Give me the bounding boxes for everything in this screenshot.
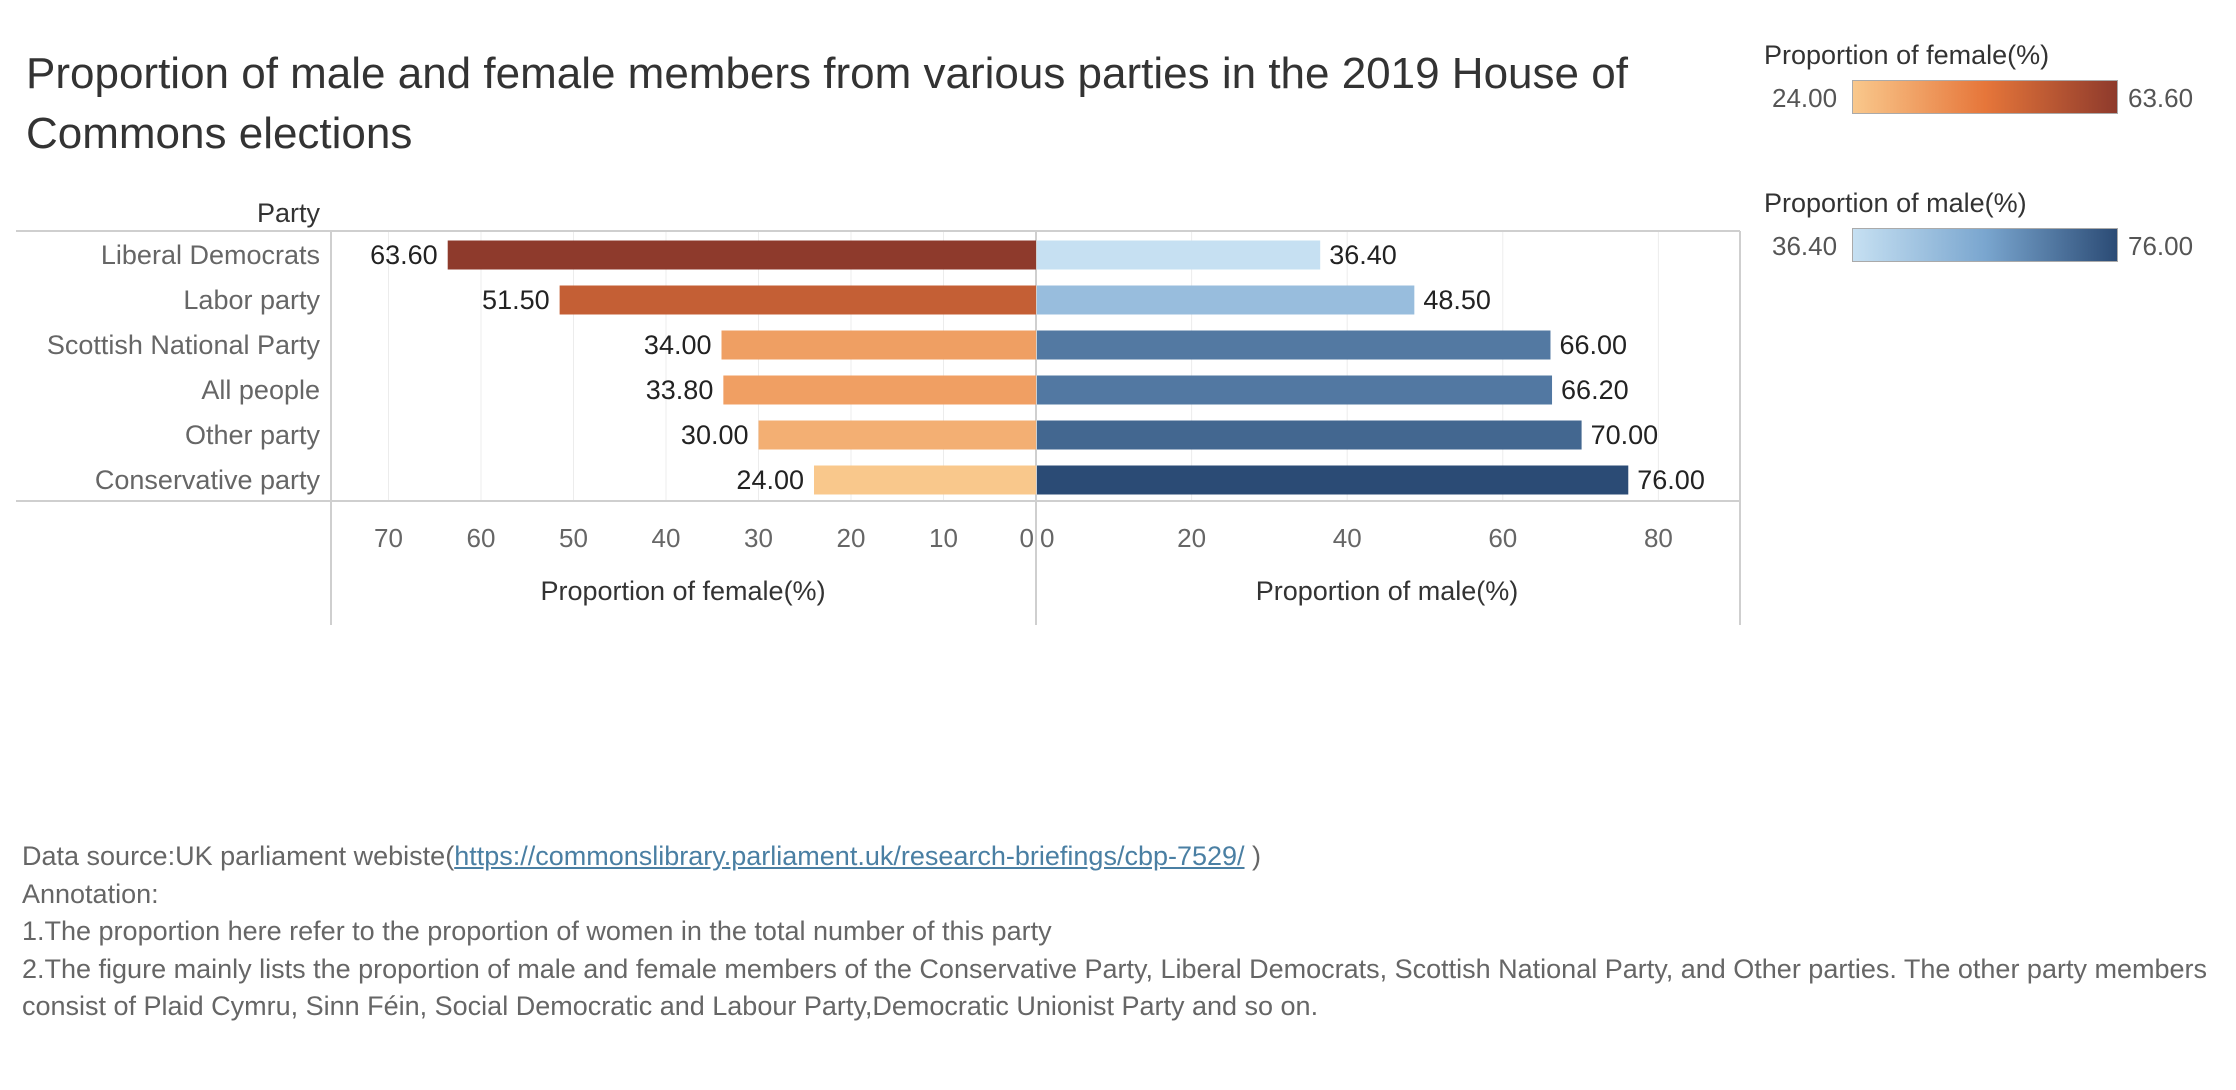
female-value-label: 30.00: [681, 420, 749, 450]
female-legend-max: 63.60: [2128, 83, 2194, 113]
male-value-label: 70.00: [1591, 420, 1659, 450]
male-legend-min: 36.40: [1772, 231, 1838, 261]
male-bar: [1037, 240, 1321, 270]
annotation-note-1: 1.The proportion here refer to the propo…: [22, 916, 1052, 946]
female-bar: [559, 285, 1036, 315]
male-tick-label: 40: [1333, 523, 1362, 553]
male-value-label: 76.00: [1637, 465, 1705, 495]
footer-notes: Data source:UK parliament webiste(https:…: [22, 838, 2212, 1026]
female-legend-min: 24.00: [1772, 83, 1838, 113]
female-bar: [758, 420, 1036, 450]
male-value-label: 36.40: [1329, 240, 1397, 270]
female-value-label: 33.80: [646, 375, 714, 405]
male-tick-label: 20: [1177, 523, 1206, 553]
male-tick-label: 80: [1644, 523, 1673, 553]
female-tick-label: 40: [652, 523, 681, 553]
data-source-line: Data source:UK parliament webiste(https:…: [22, 838, 2212, 876]
axis-tick-labels: 0 10 20 30 40 50 60 70 0 20 40 60 80: [374, 523, 1673, 553]
source-link[interactable]: https://commonslibrary.parliament.uk/res…: [454, 841, 1245, 871]
male-bar: [1037, 420, 1582, 450]
category-labels: Liberal Democrats Labor party Scottish Nat…: [47, 240, 321, 495]
male-color-ramp: [1852, 228, 2118, 262]
male-bar: [1037, 285, 1415, 315]
annotation-note-2: 2.The figure mainly lists the proportion…: [22, 953, 2207, 1022]
category-label: Conservative party: [95, 465, 321, 495]
category-label: Labor party: [183, 285, 320, 315]
male-bars: [1037, 240, 1629, 495]
female-bar: [721, 330, 1036, 360]
female-bar: [814, 465, 1036, 495]
female-value-label: 34.00: [644, 330, 712, 360]
female-value-label: 24.00: [736, 465, 804, 495]
female-tick-label: 0: [1020, 523, 1034, 553]
female-value-label: 51.50: [482, 285, 550, 315]
chart-title: Proportion of male and female members fr…: [26, 49, 1628, 158]
male-legend-max: 76.00: [2128, 231, 2194, 261]
male-tick-label: 0: [1040, 523, 1054, 553]
male-bar: [1037, 330, 1551, 360]
female-axis-title: Proportion of female(%): [540, 576, 825, 606]
female-legend-title: Proportion of female(%): [1764, 40, 2050, 70]
female-bar: [723, 375, 1036, 405]
category-axis-title: Party: [257, 198, 321, 228]
female-color-ramp: [1852, 80, 2118, 114]
female-tick-label: 60: [467, 523, 496, 553]
female-value-label: 63.60: [370, 240, 438, 270]
category-label: Scottish National Party: [47, 330, 321, 360]
annotation-heading: Annotation:: [22, 878, 159, 909]
male-bar: [1037, 375, 1553, 405]
source-prefix: Data source:UK parliament webiste(: [22, 841, 455, 871]
male-legend-title: Proportion of male(%): [1764, 188, 2027, 218]
male-axis-title: Proportion of male(%): [1256, 576, 1519, 606]
female-tick-label: 30: [744, 523, 773, 553]
female-tick-label: 50: [559, 523, 588, 553]
source-suffix: ): [1244, 841, 1262, 871]
male-value-label: 66.20: [1561, 375, 1629, 405]
female-bars: [447, 240, 1036, 495]
category-label: All people: [201, 375, 320, 405]
category-label: Liberal Democrats: [101, 240, 320, 270]
data-labels: 63.60 36.40 51.50 48.50 34.00 66.00 33.80 66.20…: [370, 240, 1705, 495]
diverging-bar-chart: Liberal Democrats Labor party Scottish Nat…: [16, 198, 1741, 625]
male-bar: [1037, 465, 1629, 495]
male-tick-label: 60: [1488, 523, 1517, 553]
female-tick-label: 70: [374, 523, 403, 553]
female-bar: [447, 240, 1036, 270]
chart-frame: [16, 230, 1741, 625]
female-tick-label: 20: [837, 523, 866, 553]
gridlines: [388, 231, 1659, 501]
female-tick-label: 10: [929, 523, 958, 553]
male-value-label: 48.50: [1423, 285, 1491, 315]
male-value-label: 66.00: [1559, 330, 1627, 360]
category-label: Other party: [185, 420, 321, 450]
